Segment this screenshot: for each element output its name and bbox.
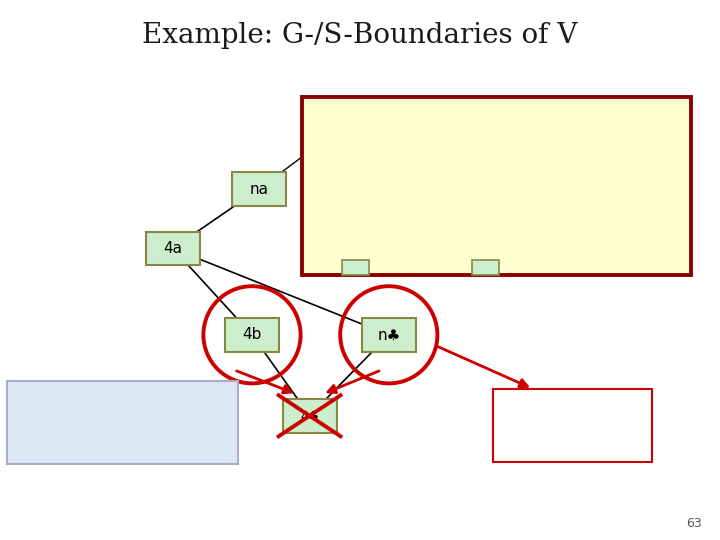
Text: 4♣: 4♣ [300,409,319,422]
FancyBboxPatch shape [145,232,199,265]
Text: The: The [318,114,358,132]
Text: 4a: 4a [163,241,182,256]
Text: set of the hypotheses: set of the hypotheses [318,179,513,197]
FancyBboxPatch shape [283,399,337,433]
Text: of an hypothesis h is the: of an hypothesis h is the [318,147,540,165]
FancyBboxPatch shape [225,318,279,352]
Text: n♣: n♣ [377,327,400,342]
FancyBboxPatch shape [342,260,369,275]
FancyBboxPatch shape [362,318,416,352]
Text: Generalization: Generalization [517,406,628,420]
FancyBboxPatch shape [232,172,287,206]
Text: that are immediately more: that are immediately more [318,212,561,230]
FancyBboxPatch shape [472,260,499,275]
Text: (positive) example: (positive) example [38,433,207,451]
FancyBboxPatch shape [7,381,238,464]
Text: na: na [250,181,269,197]
Text: generalization set: generalization set [356,114,539,132]
Text: 63: 63 [686,517,702,530]
FancyBboxPatch shape [302,97,691,275]
Text: Let 7♣ be the next: Let 7♣ be the next [37,399,207,417]
Text: set of 4♣: set of 4♣ [537,435,608,449]
FancyBboxPatch shape [493,389,652,462]
Text: general than h: general than h [318,244,451,262]
Text: Example: G-/S-Boundaries of V: Example: G-/S-Boundaries of V [143,22,577,49]
Text: 4b: 4b [243,327,261,342]
